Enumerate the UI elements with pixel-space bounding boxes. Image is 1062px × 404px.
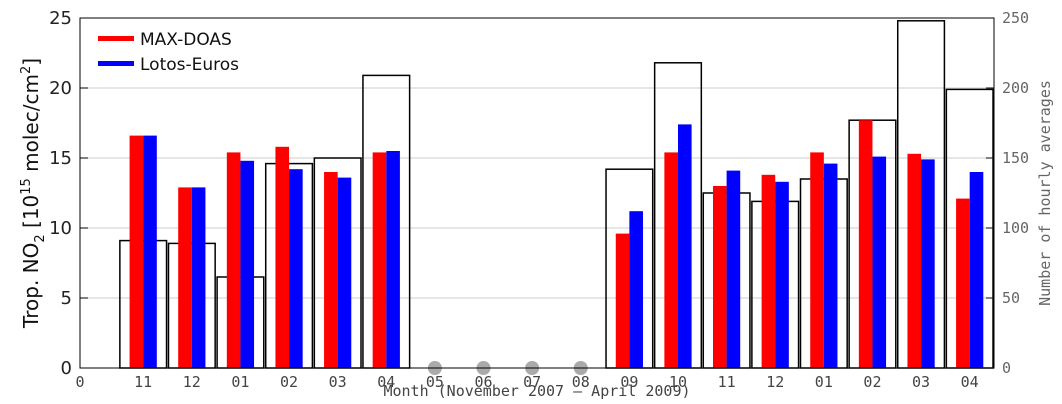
x-tick-label: 05 <box>426 373 444 391</box>
x-tick-label: 02 <box>280 373 298 391</box>
x-tick-label: 12 <box>766 373 784 391</box>
right-y-ticks: 0 50 100 150 200 250 <box>986 9 1029 377</box>
lotos-euros-bar <box>240 160 255 368</box>
x-tick-label: 03 <box>912 373 930 391</box>
max-doas-bar <box>664 152 678 368</box>
lotos-euros-bar <box>969 172 984 368</box>
lotos-euros-bar <box>386 151 400 368</box>
left-tick-label: 0 <box>61 358 72 379</box>
x-ticks: 0 11 12 01 02 03 04 05 06 07 08 09 10 11 12 01 02 03 04 <box>75 373 978 391</box>
left-axis-title-rest-a: [10 <box>19 195 43 235</box>
x-tick-label: 03 <box>329 373 347 391</box>
left-axis-title-sup: 15 <box>19 178 34 195</box>
left-axis-title-main: Trop. NO <box>19 243 43 329</box>
plot-frame <box>79 17 995 369</box>
lotos-euros-bar <box>726 170 741 368</box>
lotos-euros-bar <box>629 211 643 368</box>
right-tick-label: 0 <box>1002 359 1011 377</box>
x-axis-title: Month (November 2007 – April 2009) <box>383 382 690 400</box>
right-tick-label: 100 <box>1002 219 1029 237</box>
x-tick-label: 0 <box>75 373 84 391</box>
left-tick-label: 25 <box>49 8 72 29</box>
left-axis-title-end: ] <box>19 58 43 66</box>
lotos-euros-bar <box>872 156 887 368</box>
max-doas-bar <box>907 153 922 368</box>
lotos-euros-bar <box>921 159 935 368</box>
max-doas-bar <box>712 186 727 368</box>
left-tick-label: 20 <box>49 78 72 99</box>
lotos-euros-bar <box>191 187 206 368</box>
max-doas-bar <box>178 187 192 368</box>
legend-label-max-doas: MAX-DOAS <box>140 30 232 50</box>
legend-background <box>88 22 266 80</box>
left-tick-label: 15 <box>49 148 72 169</box>
max-doas-bar <box>956 198 970 368</box>
left-axis-title-rest-b: molec/cm <box>19 74 43 178</box>
x-tick-label: 01 <box>231 373 249 391</box>
max-doas-bar <box>858 120 873 368</box>
right-tick-label: 200 <box>1002 79 1029 97</box>
legend-label-lotos-euros: Lotos-Euros <box>140 55 239 75</box>
max-doas-bar <box>275 146 290 368</box>
legend-swatch-max-doas <box>98 36 134 41</box>
right-tick-label: 150 <box>1002 149 1029 167</box>
x-tick-label: 09 <box>620 373 638 391</box>
right-axis-title: Number of hourly averages <box>1036 80 1054 306</box>
x-tick-label: 08 <box>572 373 590 391</box>
max-doas-bar <box>226 152 241 368</box>
x-tick-label: 04 <box>961 373 979 391</box>
x-tick-label: 10 <box>669 373 687 391</box>
x-tick-label: 04 <box>377 373 395 391</box>
x-tick-label: 01 <box>815 373 833 391</box>
x-tick-label: 11 <box>134 373 152 391</box>
lotos-euros-bar <box>337 177 352 368</box>
left-tick-label: 5 <box>61 288 72 309</box>
max-doas-bar <box>761 174 776 368</box>
legend: MAX-DOAS Lotos-Euros <box>88 22 266 80</box>
no2-bars <box>129 120 984 369</box>
left-axis-title-sup2: 2 <box>19 66 34 74</box>
left-tick-label: 10 <box>49 218 72 239</box>
lotos-euros-bar <box>289 169 303 368</box>
right-tick-label: 250 <box>1002 9 1029 27</box>
left-axis-title: Trop. NO2 [1015 molec/cm2] <box>19 58 48 329</box>
lotos-euros-bar <box>775 181 789 368</box>
x-tick-label: 06 <box>474 373 492 391</box>
max-doas-bar <box>372 152 387 368</box>
max-doas-bar <box>129 135 144 368</box>
left-axis-title-sub: 2 <box>33 234 48 242</box>
max-doas-bar <box>324 172 338 368</box>
x-tick-label: 12 <box>183 373 201 391</box>
lotos-euros-bar <box>677 124 692 369</box>
x-tick-label: 11 <box>718 373 736 391</box>
right-tick-label: 50 <box>1002 289 1020 307</box>
max-doas-bar <box>810 152 824 368</box>
left-y-ticks: 0 5 10 15 20 25 <box>49 8 88 379</box>
lotos-euros-bar <box>823 163 838 368</box>
x-tick-label: 07 <box>523 373 541 391</box>
x-tick-label: 02 <box>863 373 881 391</box>
legend-swatch-lotos-euros <box>98 61 134 66</box>
lotos-euros-bar <box>143 135 157 368</box>
max-doas-bar <box>615 233 630 368</box>
